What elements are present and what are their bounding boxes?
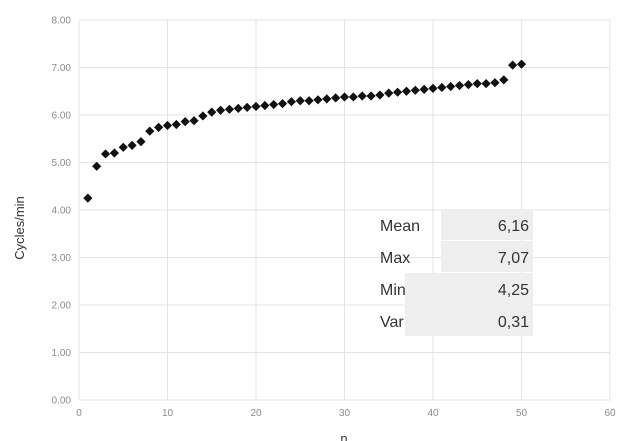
data-point: [358, 91, 367, 100]
data-point: [243, 103, 252, 112]
y-axis-title: Cycles/min: [12, 196, 27, 260]
x-tick-label: 20: [250, 408, 262, 419]
data-point: [225, 105, 234, 114]
data-point: [366, 91, 375, 100]
stats-label-min: Min: [380, 282, 406, 299]
data-point: [455, 81, 464, 90]
stats-label-mean: Mean: [380, 218, 420, 235]
data-point: [136, 137, 145, 146]
data-point: [181, 117, 190, 126]
data-point: [331, 93, 340, 102]
data-point: [269, 100, 278, 109]
stats-value-max: 7,07: [498, 250, 529, 267]
data-point: [482, 79, 491, 88]
x-tick-label: 30: [339, 408, 351, 419]
data-point: [278, 99, 287, 108]
data-point: [260, 101, 269, 110]
data-point: [322, 94, 331, 103]
stats-label-var: Var: [380, 314, 404, 331]
data-point: [198, 111, 207, 120]
data-point: [473, 79, 482, 88]
stats-label-cell: [405, 273, 441, 304]
data-point: [420, 85, 429, 94]
data-point: [499, 75, 508, 84]
x-tick-label: 40: [427, 408, 439, 419]
data-point: [384, 89, 393, 98]
data-point: [305, 96, 314, 105]
y-tick-label: 0.00: [52, 396, 72, 407]
y-tick-label: 2.00: [52, 301, 72, 312]
y-tick-label: 8.00: [52, 16, 72, 27]
stats-label-cell: [405, 305, 441, 336]
y-tick-label: 4.00: [52, 206, 72, 217]
data-point: [234, 104, 243, 113]
y-tick-label: 6.00: [52, 111, 72, 122]
data-point: [119, 143, 128, 152]
data-point: [402, 87, 411, 96]
x-tick-label: 50: [516, 408, 528, 419]
data-point: [128, 141, 137, 150]
y-tick-label: 5.00: [52, 158, 72, 169]
data-point: [189, 116, 198, 125]
data-point: [101, 149, 110, 158]
x-tick-label: 10: [162, 408, 174, 419]
x-axis-title: n: [340, 431, 347, 441]
data-point: [464, 80, 473, 89]
data-point: [393, 88, 402, 97]
stats-table: Mean 6,16 Max 7,07 Min 4,25 Var 0,31: [380, 209, 533, 336]
data-point: [446, 82, 455, 91]
data-point: [154, 123, 163, 132]
y-tick-labels: 0.00 1.00 2.00 3.00 4.00 5.00 6.00 7.00 8.00: [52, 16, 72, 407]
stats-label-max: Max: [380, 250, 410, 267]
x-tick-label: 0: [76, 408, 82, 419]
data-point: [92, 162, 101, 171]
data-point: [428, 84, 437, 93]
data-point: [375, 90, 384, 99]
y-tick-label: 3.00: [52, 253, 72, 264]
stats-value-mean: 6,16: [498, 218, 529, 235]
data-point: [313, 95, 322, 104]
data-point: [145, 127, 154, 136]
data-point: [216, 106, 225, 115]
data-point: [340, 92, 349, 101]
y-tick-label: 1.00: [52, 348, 72, 359]
x-tick-labels: 0 10 20 30 40 50 60: [76, 408, 616, 419]
data-point: [172, 120, 181, 129]
data-point: [508, 61, 517, 70]
stats-value-var: 0,31: [498, 314, 529, 331]
data-point: [110, 148, 119, 157]
data-point: [411, 86, 420, 95]
x-tick-label: 60: [604, 408, 616, 419]
stats-value-min: 4,25: [498, 282, 529, 299]
data-point: [490, 78, 499, 87]
y-tick-label: 7.00: [52, 63, 72, 74]
data-point: [83, 194, 92, 203]
data-point: [287, 97, 296, 106]
data-point: [296, 96, 305, 105]
data-point: [349, 92, 358, 101]
data-points: [83, 60, 526, 203]
data-point: [163, 121, 172, 130]
data-point: [437, 83, 446, 92]
data-point: [251, 102, 260, 111]
